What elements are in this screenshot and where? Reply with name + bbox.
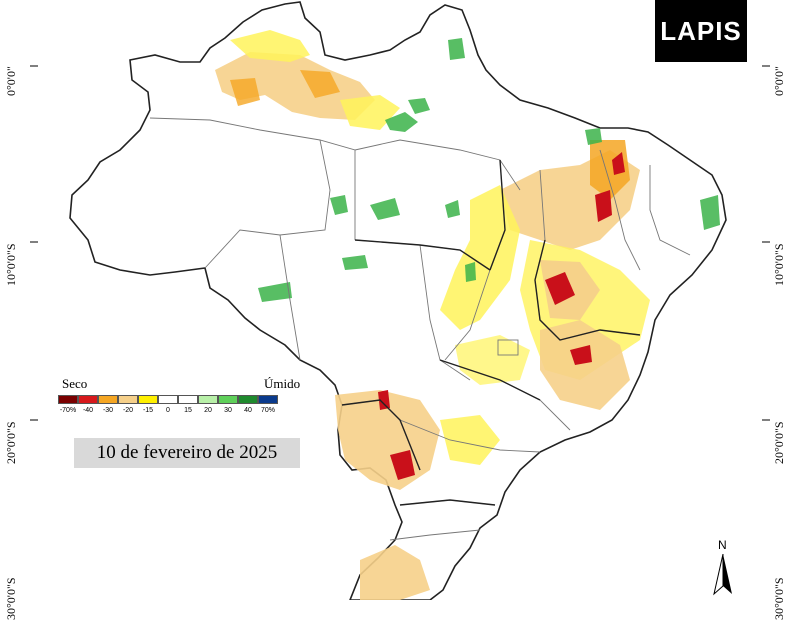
legend-swatch [178,395,198,404]
legend-swatch [158,395,178,404]
latitude-label-0-right: 0°0'0" [772,66,786,96]
regional-borders [341,159,641,506]
north-arrow-icon [713,554,732,596]
legend-swatch [258,395,278,404]
brazil-outline [69,1,727,600]
latitude-label-10s-right: 10°0'0"S [772,243,786,286]
legend-tick-label: -15 [142,407,154,414]
brazil-map [30,1,770,600]
date-label: 10 de fevereiro de 2025 [74,438,300,468]
legend-wet-label: Úmido [264,376,301,391]
map-frame [30,65,770,421]
legend-tick-label: -70% [59,407,77,414]
latitude-label-20s-right: 20°0'0"S [772,421,786,464]
legend-tick-label: -40 [82,407,94,414]
legend-dry-label: Seco [62,376,88,391]
legend-color-bar [58,395,278,404]
legend-tick-label: -30 [102,407,114,414]
legend-swatch [198,395,218,404]
north-label: N [718,538,727,552]
lapis-logo: LAPIS [655,0,747,62]
latitude-label-20s-left: 20°0'0"S [4,421,18,464]
legend-swatch [218,395,238,404]
wet-anomaly-areas [258,38,720,302]
legend-tick-label: 0 [166,407,170,414]
latitude-label-30s-left: 30°0'0"S [4,577,18,620]
latitude-label-10s-left: 10°0'0"S [4,243,18,286]
legend-swatch [98,395,118,404]
legend-tick-label: 20 [204,407,212,414]
legend-swatch [138,395,158,404]
legend-tick-label: -20 [122,407,134,414]
date-text: 10 de fevereiro de 2025 [96,442,278,463]
legend-tick-labels: -70% -40 -30 -20 -15 0 15 20 30 40 70% [58,407,278,414]
legend-swatch [238,395,258,404]
legend-swatch [118,395,138,404]
logo-text: LAPIS [660,15,742,46]
legend-tick-label: 15 [184,407,192,414]
legend-tick-label: 40 [244,407,252,414]
dry-anomaly-areas [215,30,650,600]
legend: Seco Úmido -70% -40 -30 -20 -15 0 15 20 30 40 70% [58,376,310,416]
severe-dry-spots [378,152,625,480]
legend-tick-label: 70% [260,407,275,414]
legend-swatch [58,395,78,404]
north-arrow: N [710,538,740,600]
legend-tick-label: 30 [224,407,232,414]
latitude-label-30s-right: 30°0'0"S [772,577,786,620]
latitude-label-0-left: 0°0'0" [4,66,18,96]
legend-swatch [78,395,98,404]
